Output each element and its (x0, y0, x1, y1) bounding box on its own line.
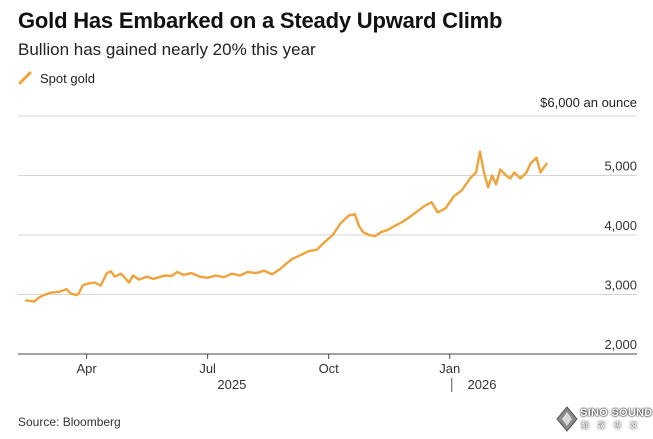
x-axis: Apr Jul Oct Jan 2025 2026 (76, 354, 496, 392)
x-tick-label-oct: Oct (319, 361, 340, 376)
y-axis-unit-label: $6,000 an ounce (540, 95, 637, 110)
y-tick-label-5000: 5,000 (604, 159, 637, 174)
y-tick-label-4000: 4,000 (604, 218, 637, 233)
series-line-spot-gold (24, 150, 548, 303)
y-tick-labels: 5,000 4,000 3,000 2,000 (604, 159, 637, 353)
legend-swatch-spot-gold (18, 71, 32, 85)
year-label-2026: 2026 (468, 377, 497, 392)
chart-subtitle: Bullion has gained nearly 20% this year (18, 40, 316, 59)
legend: Spot gold (18, 70, 95, 86)
x-tick-label-jan: Jan (439, 361, 460, 376)
sino-sound-logo: SINO SOUND 翻 譯 專 家 (556, 404, 652, 434)
source-note: Source: Bloomberg (18, 415, 121, 429)
y-tick-label-2000: 2,000 (604, 337, 637, 352)
x-tick-label-apr: Apr (76, 361, 97, 376)
logo-text: SINO SOUND (580, 407, 653, 419)
grid-lines (18, 115, 637, 355)
x-tick-label-jul: Jul (199, 361, 216, 376)
year-label-2025: 2025 (217, 377, 246, 392)
logo-subtext: 翻 譯 專 家 (581, 421, 641, 430)
y-tick-label-3000: 3,000 (604, 278, 637, 293)
legend-label-spot-gold: Spot gold (40, 70, 95, 86)
chart-title: Gold Has Embarked on a Steady Upward Cli… (18, 8, 503, 33)
diamond-logo-icon (556, 406, 578, 432)
series-layer (24, 150, 548, 303)
